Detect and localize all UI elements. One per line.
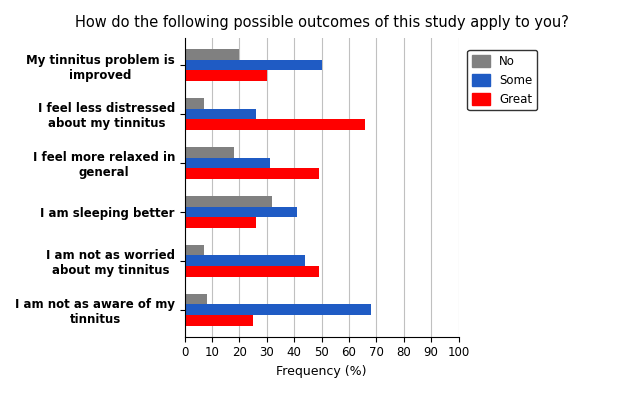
Bar <box>185 98 204 108</box>
Bar <box>185 255 305 266</box>
Bar <box>185 266 319 277</box>
Bar <box>185 70 267 81</box>
Bar <box>185 245 204 255</box>
Title: How do the following possible outcomes of this study apply to you?: How do the following possible outcomes o… <box>75 15 569 30</box>
Bar <box>185 294 206 305</box>
Bar <box>185 315 253 326</box>
Bar <box>185 196 273 206</box>
Bar <box>185 49 240 60</box>
Bar <box>185 147 234 158</box>
Bar <box>185 206 297 217</box>
Bar <box>185 60 322 70</box>
X-axis label: Frequency (%): Frequency (%) <box>276 365 367 378</box>
Bar <box>185 305 371 315</box>
Legend: No, Some, Great: No, Some, Great <box>467 50 537 110</box>
Bar <box>185 217 256 228</box>
Bar <box>185 158 269 168</box>
Bar <box>185 108 256 119</box>
Bar <box>185 119 366 130</box>
Bar <box>185 168 319 179</box>
